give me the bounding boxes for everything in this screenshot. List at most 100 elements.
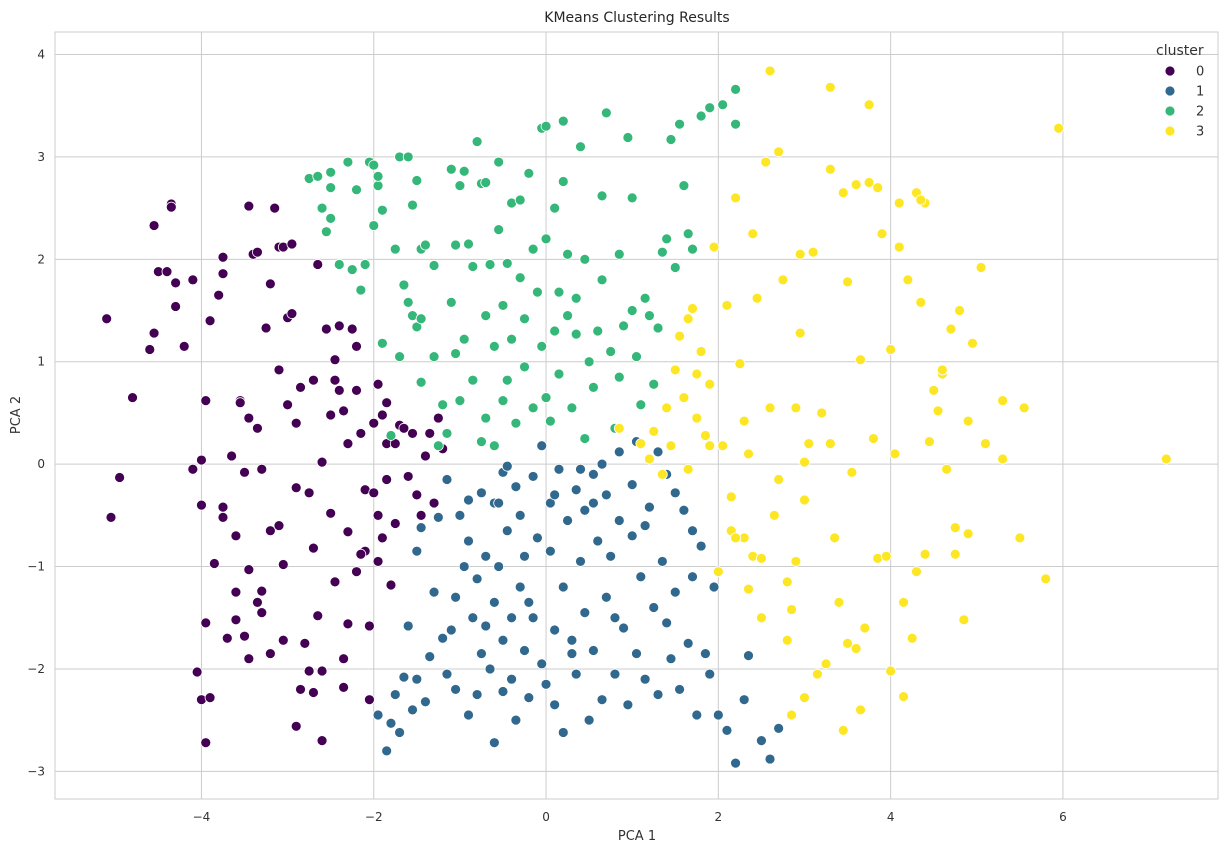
data-point-cluster-3 <box>812 668 823 680</box>
data-point-cluster-3 <box>949 522 961 534</box>
data-point-cluster-3 <box>708 241 720 253</box>
data-point-cluster-1 <box>648 602 660 613</box>
y-tick-label: 4 <box>37 48 45 62</box>
data-point-cluster-1 <box>738 694 750 706</box>
legend: cluster 0 1 2 3 <box>1156 43 1204 140</box>
data-point-cluster-0 <box>217 511 229 523</box>
data-point-cluster-1 <box>626 530 638 542</box>
data-point-cluster-3 <box>768 509 780 521</box>
data-point-cluster-1 <box>407 704 418 716</box>
data-point-cluster-0 <box>273 364 285 376</box>
data-point-cluster-2 <box>527 243 539 255</box>
data-point-cluster-2 <box>454 180 466 192</box>
data-point-cluster-1 <box>536 440 548 452</box>
data-point-cluster-3 <box>1040 573 1052 585</box>
data-point-cluster-3 <box>941 463 953 475</box>
data-point-cluster-3 <box>734 358 746 370</box>
data-point-cluster-1 <box>652 689 664 700</box>
data-point-cluster-2 <box>519 361 530 373</box>
data-point-cluster-0 <box>161 266 173 278</box>
data-point-cluster-3 <box>725 491 737 503</box>
data-points <box>101 65 1172 769</box>
data-point-cluster-2 <box>342 156 354 168</box>
data-point-cluster-2 <box>669 262 681 273</box>
grid-lines <box>55 32 1218 799</box>
data-point-cluster-2 <box>325 166 337 178</box>
data-point-cluster-3 <box>837 187 849 199</box>
data-point-cluster-2 <box>570 328 582 340</box>
tick-labels: −4 −2 0 2 4 6 −3 −2 −1 0 1 2 3 4 <box>27 48 1066 824</box>
data-point-cluster-1 <box>463 494 474 506</box>
data-point-cluster-2 <box>540 233 552 245</box>
data-point-cluster-1 <box>501 525 513 537</box>
data-point-cluster-0 <box>230 586 242 598</box>
data-point-cluster-2 <box>600 107 612 119</box>
data-point-cluster-3 <box>691 412 703 424</box>
data-point-cluster-2 <box>398 279 410 291</box>
data-point-cluster-0 <box>402 471 414 482</box>
data-point-cluster-1 <box>596 458 608 470</box>
data-point-cluster-3 <box>889 448 901 460</box>
data-point-cluster-1 <box>432 511 444 523</box>
data-point-cluster-2 <box>445 296 457 308</box>
data-point-cluster-0 <box>376 409 388 421</box>
legend-marker <box>1164 65 1176 77</box>
data-point-cluster-2 <box>631 351 642 363</box>
data-point-cluster-1 <box>553 463 565 475</box>
data-point-cluster-0 <box>368 487 380 499</box>
data-point-cluster-3 <box>803 438 815 450</box>
data-point-cluster-2 <box>402 151 414 163</box>
data-point-cluster-1 <box>626 479 638 491</box>
data-point-cluster-2 <box>346 264 358 275</box>
data-point-cluster-2 <box>592 325 604 337</box>
data-point-cluster-3 <box>773 474 785 485</box>
data-point-cluster-3 <box>756 612 767 624</box>
data-point-cluster-1 <box>557 727 569 738</box>
data-point-cluster-1 <box>411 545 423 557</box>
data-point-cluster-2 <box>635 399 647 411</box>
data-point-cluster-1 <box>389 689 401 700</box>
data-point-cluster-1 <box>730 757 741 769</box>
data-point-cluster-3 <box>876 228 888 240</box>
data-point-cluster-2 <box>484 259 496 270</box>
data-point-cluster-3 <box>747 228 759 240</box>
data-point-cluster-1 <box>583 714 595 726</box>
data-point-cluster-3 <box>760 156 772 168</box>
data-point-cluster-1 <box>415 522 427 534</box>
data-point-cluster-3 <box>924 436 935 448</box>
data-point-cluster-1 <box>674 684 685 695</box>
data-point-cluster-0 <box>200 395 212 407</box>
data-point-cluster-1 <box>441 474 453 485</box>
data-point-cluster-0 <box>342 438 354 450</box>
data-point-cluster-1 <box>635 571 647 583</box>
data-point-cluster-3 <box>790 556 802 567</box>
data-point-cluster-3 <box>859 622 871 634</box>
data-point-cluster-2 <box>557 176 569 187</box>
data-point-cluster-1 <box>652 446 664 458</box>
data-point-cluster-2 <box>389 243 401 255</box>
data-point-cluster-1 <box>381 745 393 757</box>
data-point-cluster-3 <box>790 402 802 414</box>
x-tick-label: 4 <box>887 810 895 824</box>
data-point-cluster-0 <box>411 489 423 501</box>
data-point-cluster-2 <box>557 115 569 127</box>
data-point-cluster-1 <box>588 468 599 480</box>
data-point-cluster-0 <box>273 520 285 531</box>
data-point-cluster-3 <box>1018 402 1030 414</box>
data-point-cluster-2 <box>454 395 466 407</box>
data-point-cluster-1 <box>536 658 548 670</box>
data-point-cluster-0 <box>355 428 367 439</box>
data-point-cluster-1 <box>441 668 453 680</box>
data-point-cluster-0 <box>308 687 319 698</box>
data-point-cluster-2 <box>407 199 418 211</box>
data-point-cluster-1 <box>527 612 539 624</box>
data-point-cluster-0 <box>398 422 410 434</box>
data-point-cluster-2 <box>359 259 371 270</box>
data-point-cluster-1 <box>411 673 423 685</box>
data-point-cluster-1 <box>501 460 513 472</box>
data-point-cluster-1 <box>575 556 586 567</box>
data-point-cluster-1 <box>644 501 655 513</box>
data-point-cluster-0 <box>303 487 315 499</box>
data-point-cluster-0 <box>204 692 216 704</box>
y-tick-label: 1 <box>37 355 45 369</box>
